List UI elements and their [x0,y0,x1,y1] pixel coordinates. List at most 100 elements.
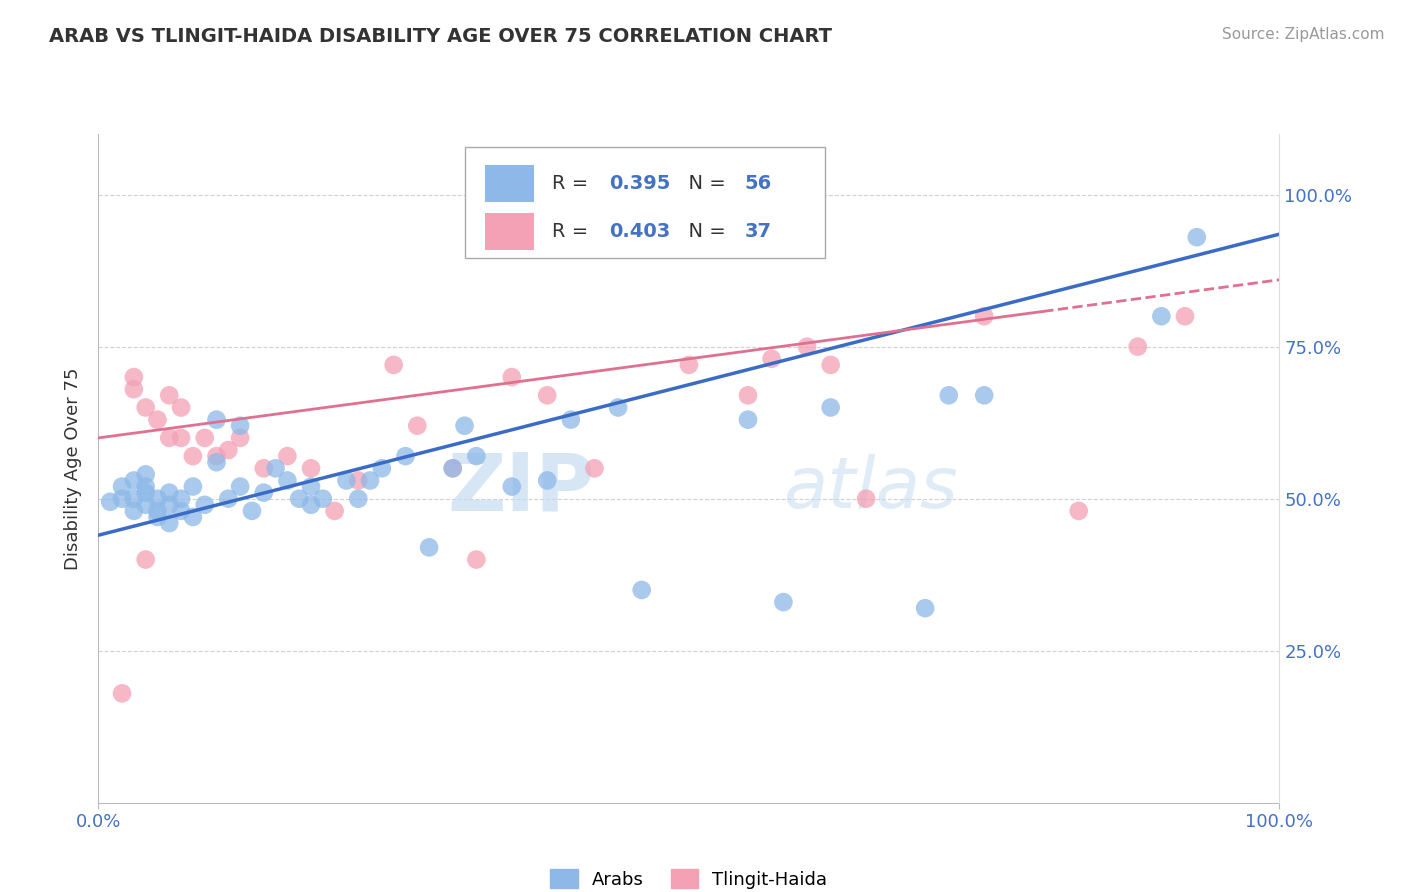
Point [181,510,204,524]
Text: R =: R = [553,174,595,194]
Point [111,686,134,700]
Point [371,461,394,475]
Point [181,449,204,463]
Text: 0.395: 0.395 [609,174,671,194]
Point [135,479,157,493]
Point [288,491,311,506]
Point [146,491,169,506]
Point [465,449,488,463]
Point [737,388,759,402]
Point [135,401,157,415]
Point [205,455,228,469]
Text: 0.403: 0.403 [609,222,669,241]
Text: 56: 56 [744,174,772,194]
Point [122,491,145,506]
Point [146,510,169,524]
Point [146,412,169,426]
FancyBboxPatch shape [485,165,534,202]
Point [973,310,995,324]
Point [135,485,157,500]
Point [820,358,842,372]
Point [1067,504,1090,518]
Point [855,491,877,506]
Point [359,474,381,488]
Point [229,418,252,433]
Point [312,491,335,506]
Point [98,495,121,509]
Point [111,479,134,493]
Point [135,552,157,566]
Point [181,479,204,493]
Point [323,504,346,518]
Point [465,552,488,566]
Y-axis label: Disability Age Over 75: Disability Age Over 75 [65,367,83,570]
Point [441,461,464,475]
Point [347,491,370,506]
Point [111,491,134,506]
Point [135,498,157,512]
Point [122,504,145,518]
Point [1174,310,1197,324]
Point [135,467,157,482]
Point [914,601,936,615]
Point [761,351,783,366]
Point [630,582,652,597]
Point [170,491,193,506]
Text: ARAB VS TLINGIT-HAIDA DISABILITY AGE OVER 75 CORRELATION CHART: ARAB VS TLINGIT-HAIDA DISABILITY AGE OVE… [49,27,832,45]
Point [382,358,405,372]
Point [820,401,842,415]
Point [772,595,794,609]
Point [122,370,145,384]
Point [973,388,995,402]
Point [394,449,416,463]
Point [194,431,217,445]
Point [170,504,193,518]
Point [217,443,239,458]
Point [1126,340,1149,354]
Point [194,498,217,512]
Point [501,479,523,493]
Point [157,498,180,512]
Point [157,485,180,500]
Point [453,418,475,433]
Point [536,388,558,402]
Text: N =: N = [676,222,733,241]
Point [146,504,169,518]
Point [418,541,440,555]
Point [205,412,228,426]
Point [335,474,357,488]
Point [240,504,263,518]
Point [299,498,322,512]
Point [560,412,582,426]
Text: N =: N = [676,174,733,194]
Point [583,461,606,475]
FancyBboxPatch shape [485,213,534,250]
Point [157,431,180,445]
Point [938,388,960,402]
Text: R =: R = [553,222,595,241]
Point [796,340,818,354]
Point [264,461,287,475]
Point [607,401,630,415]
Point [170,401,193,415]
Text: atlas: atlas [783,454,957,523]
Point [678,358,700,372]
Point [441,461,464,475]
Point [170,431,193,445]
Point [253,485,276,500]
Point [229,479,252,493]
Point [347,474,370,488]
Text: ZIP: ZIP [447,450,595,527]
Point [229,431,252,445]
Point [536,474,558,488]
Point [299,461,322,475]
Point [253,461,276,475]
Text: 37: 37 [744,222,772,241]
Point [205,449,228,463]
Text: Source: ZipAtlas.com: Source: ZipAtlas.com [1222,27,1385,42]
Point [276,474,298,488]
Point [122,382,145,396]
Legend: Arabs, Tlingit-Haida: Arabs, Tlingit-Haida [543,862,835,892]
Point [1185,230,1208,244]
Point [1150,310,1173,324]
